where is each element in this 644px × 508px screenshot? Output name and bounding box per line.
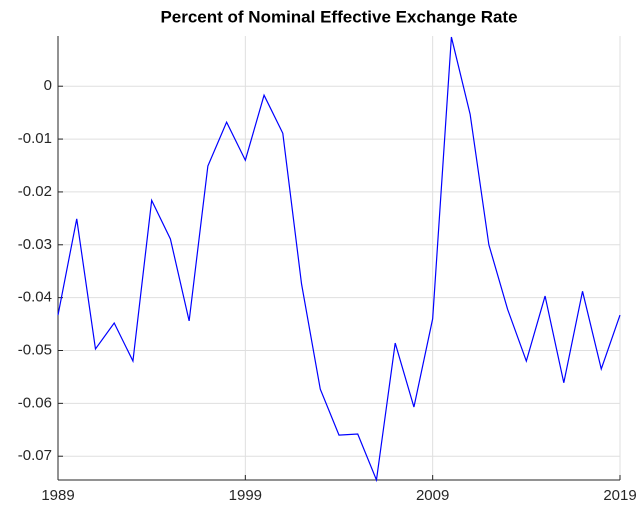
x-tick-label: 2009 [416,487,449,504]
y-tick-label: -0.04 [18,289,52,306]
y-tick-label: -0.05 [18,341,52,358]
data-line [57,36,621,483]
x-tick-label: 2019 [603,487,636,504]
x-tick-label: 1989 [41,487,74,504]
chart-title: Percent of Nominal Effective Exchange Ra… [160,7,517,26]
y-tick-label: -0.01 [18,130,52,147]
y-tick-label: -0.06 [18,394,52,411]
y-tick-label: -0.03 [18,236,52,253]
y-tick-label: 0 [44,77,52,94]
y-tick-label: -0.07 [18,447,52,464]
x-tick-label: 1999 [229,487,262,504]
y-tick-label: -0.02 [18,183,52,200]
